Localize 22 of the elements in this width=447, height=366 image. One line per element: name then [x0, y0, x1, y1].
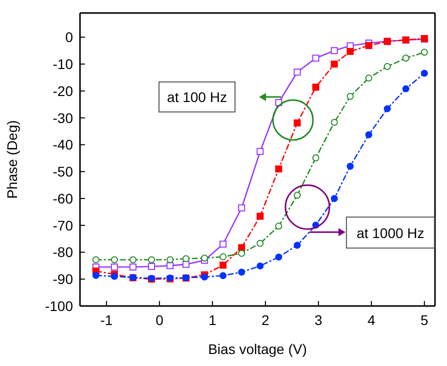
y-tick-label: -70 — [52, 217, 74, 234]
annotation: at 1000 Hz — [356, 225, 424, 242]
x-axis-title: Bias voltage (V) — [208, 341, 307, 357]
x-tick-label: 5 — [420, 312, 429, 328]
x-tick-label: 2 — [262, 312, 270, 328]
y-tick-label: -80 — [52, 244, 74, 260]
x-tick-label: 4 — [368, 312, 376, 328]
x-tick-label: -1 — [100, 312, 113, 328]
y-axis-title: Phase (Deg) — [4, 120, 20, 199]
y-tick-label: -100 — [44, 298, 74, 314]
annotation: at 100 Hz — [167, 88, 227, 105]
x-tick-label: 3 — [314, 312, 323, 328]
y-tick-label: -10 — [52, 56, 74, 72]
y-tick-label: -20 — [52, 82, 74, 99]
y-tick-label: -40 — [52, 136, 74, 153]
y-tick-label: -60 — [52, 190, 74, 206]
x-tick-label: 0 — [156, 312, 164, 328]
x-tick-label: 1 — [208, 312, 217, 328]
y-tick-label: -30 — [52, 110, 74, 126]
y-tick-label: -50 — [52, 164, 74, 180]
y-tick-label: -90 — [52, 271, 74, 288]
y-tick-label: 0 — [65, 29, 74, 46]
